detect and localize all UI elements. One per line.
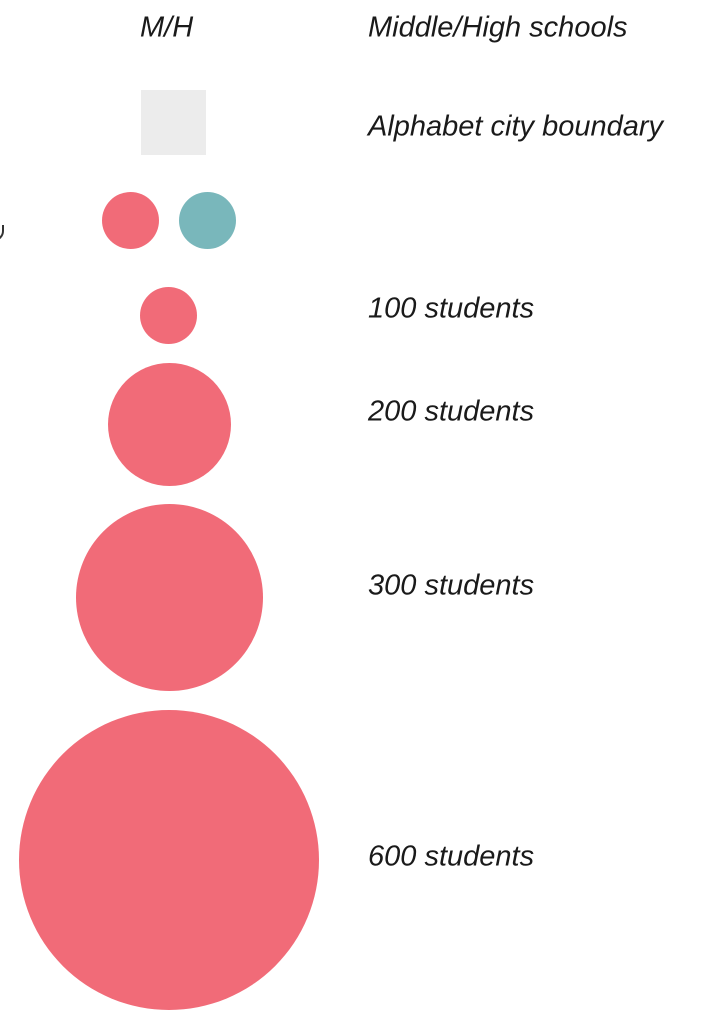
size-circle-100 bbox=[140, 287, 197, 344]
size-label-100: 100 students bbox=[368, 292, 535, 325]
category-dot-teal bbox=[179, 192, 236, 249]
category-dot-red bbox=[102, 192, 159, 249]
boundary-swatch bbox=[141, 90, 206, 155]
boundary-label: Alphabet city boundary bbox=[368, 110, 664, 143]
size-circle-600 bbox=[19, 710, 319, 1010]
size-label-300: 300 students bbox=[368, 569, 535, 602]
size-label-600: 600 students bbox=[368, 840, 535, 873]
size-circle-200 bbox=[108, 363, 231, 486]
size-circle-300 bbox=[76, 504, 263, 691]
cropped-text-fragment bbox=[0, 225, 4, 241]
column-header-mh: M/H bbox=[140, 11, 194, 44]
size-label-200: 200 students bbox=[368, 395, 535, 428]
school-type-label: Middle/High schools bbox=[368, 11, 628, 44]
